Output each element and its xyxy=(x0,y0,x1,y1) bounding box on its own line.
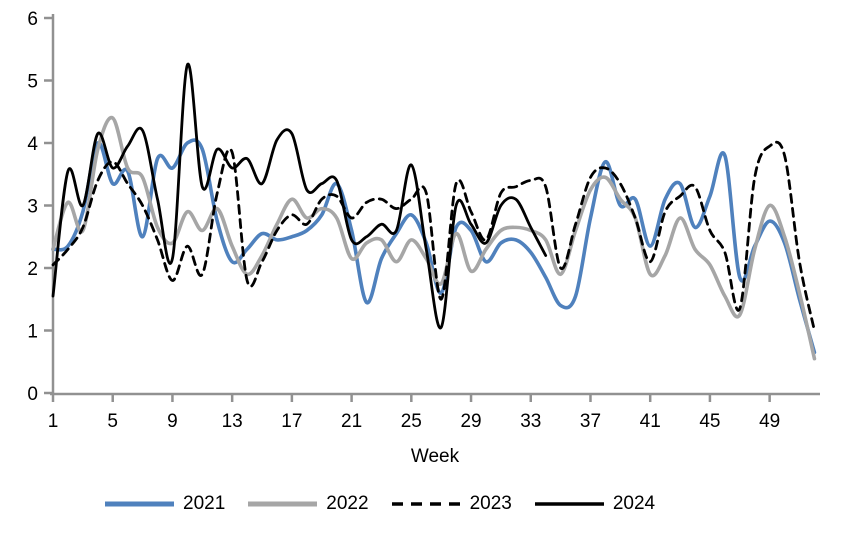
y-tick-label: 3 xyxy=(27,197,38,218)
y-tick-label: 1 xyxy=(27,322,38,343)
legend-swatch-2023 xyxy=(391,502,461,506)
x-tick-label: 49 xyxy=(759,411,780,432)
y-tick-label: 2 xyxy=(27,259,38,280)
legend-item-2023: 2023 xyxy=(390,494,512,514)
legend-swatch-2021 xyxy=(105,501,174,507)
legend-label-2023: 2023 xyxy=(469,493,512,514)
legend-label-2022: 2022 xyxy=(326,493,369,514)
series-line-2022 xyxy=(51,115,817,361)
x-tick-label: 21 xyxy=(341,411,362,432)
series-line-2024 xyxy=(51,62,548,330)
legend-item-2021: 2021 xyxy=(103,494,225,514)
x-tick-label: 13 xyxy=(222,411,243,432)
x-tick-label: 5 xyxy=(107,411,118,432)
y-tick-label: 5 xyxy=(27,72,38,93)
x-tick-label: 41 xyxy=(640,411,661,432)
x-tick-label: 29 xyxy=(460,411,481,432)
legend-swatch-2024 xyxy=(534,502,604,506)
x-tick-label: 1 xyxy=(48,411,59,432)
x-tick-label: 17 xyxy=(281,411,302,432)
x-tick-label: 25 xyxy=(401,411,422,432)
series-line-2023 xyxy=(51,140,816,332)
y-tick-label: 4 xyxy=(27,134,38,155)
x-tick-label: 37 xyxy=(580,411,601,432)
x-tick-label: 45 xyxy=(699,411,720,432)
legend-swatch-2022 xyxy=(248,501,318,507)
legend-label-2021: 2021 xyxy=(183,493,226,514)
x-tick-label: 33 xyxy=(520,411,541,432)
y-tick-label: 6 xyxy=(27,9,38,30)
legend-label-2024: 2024 xyxy=(612,493,656,514)
legend-item-2022: 2022 xyxy=(246,493,369,514)
y-tick-label: 0 xyxy=(27,384,38,405)
legend: 2021 2022 2023 2024 xyxy=(103,494,655,514)
x-axis-title: Week xyxy=(410,446,460,467)
legend-item-2024: 2024 xyxy=(533,494,655,514)
x-tick-label: 9 xyxy=(167,411,178,432)
